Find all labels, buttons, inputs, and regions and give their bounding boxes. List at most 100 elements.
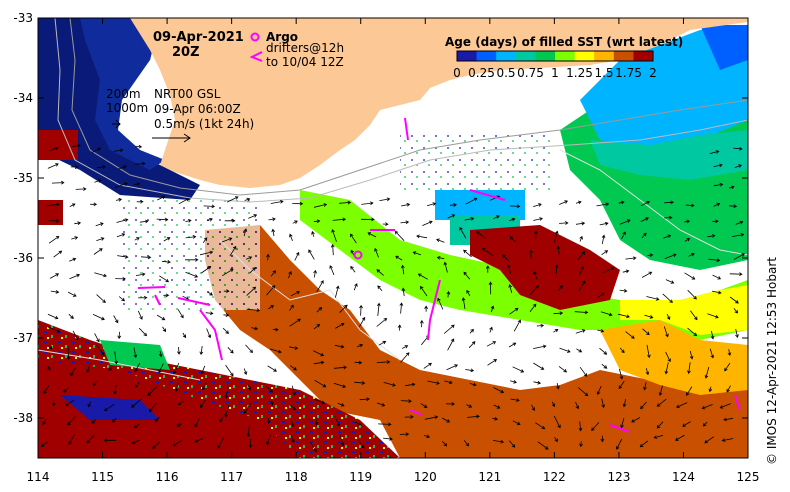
current-arrow	[664, 215, 673, 220]
current-arrow	[245, 344, 254, 354]
current-arrow	[537, 441, 549, 450]
current-arrow	[665, 351, 671, 363]
current-arrow	[675, 402, 688, 408]
current-arrow	[554, 264, 559, 275]
current-arrow	[205, 311, 214, 316]
current-arrow	[646, 344, 651, 359]
current-arrow	[359, 397, 370, 402]
current-arrow	[619, 219, 631, 225]
current-arrow	[383, 436, 393, 441]
current-arrow	[47, 202, 60, 207]
current-arrow	[159, 275, 170, 283]
current-arrow	[199, 250, 214, 256]
current-arrow	[113, 315, 119, 324]
current-arrow	[115, 197, 123, 202]
current-arrow	[578, 421, 583, 432]
current-arrow	[134, 237, 140, 241]
current-arrow	[401, 287, 406, 297]
colorbar-title: Age (days) of filled SST (wrt latest)	[445, 35, 683, 49]
current-arrow	[618, 380, 625, 390]
colorbar-swatch	[535, 51, 556, 61]
current-arrow	[622, 269, 630, 274]
current-arrow	[575, 401, 580, 410]
current-arrow	[246, 423, 251, 438]
current-arrow	[423, 362, 432, 369]
current-arrow	[51, 399, 56, 407]
current-arrow	[152, 441, 161, 449]
current-arrow	[92, 147, 102, 153]
lon-tick-label: 119	[349, 470, 372, 484]
dark-red-patch-center	[470, 225, 620, 310]
current-arrow	[289, 346, 299, 350]
current-arrow	[43, 385, 50, 394]
current-arrow	[702, 421, 708, 427]
current-arrow	[618, 313, 630, 319]
current-arrow	[399, 432, 410, 437]
current-arrow	[579, 441, 583, 448]
current-arrow	[512, 366, 525, 373]
current-arrow	[225, 364, 234, 377]
current-arrow	[576, 251, 586, 261]
current-arrow	[556, 383, 560, 390]
current-arrow	[94, 333, 100, 343]
current-arrow	[621, 231, 626, 240]
colorbar-tick-label: 1.75	[615, 66, 642, 80]
current-arrow	[690, 310, 698, 321]
current-arrow	[687, 327, 698, 337]
colorbar-tick-label: 0.75	[517, 66, 544, 80]
current-arrow	[644, 314, 654, 319]
current-arrow	[513, 319, 521, 332]
current-arrow	[419, 319, 424, 328]
current-arrow	[243, 402, 252, 415]
current-arrow	[266, 386, 273, 393]
colorbar	[456, 50, 654, 62]
current-arrow	[556, 245, 561, 256]
current-arrow	[640, 217, 649, 222]
current-arrow	[713, 202, 721, 207]
current-arrow	[663, 326, 669, 338]
current-arrow	[350, 233, 357, 244]
current-arrow	[646, 296, 660, 301]
current-arrow	[314, 379, 327, 388]
lon-tick-label: 117	[220, 470, 243, 484]
current-arrow	[412, 251, 422, 256]
current-arrow	[554, 230, 559, 243]
current-arrow	[400, 220, 410, 225]
current-arrow	[47, 163, 59, 169]
current-arrow	[354, 360, 363, 365]
current-arrow	[486, 341, 497, 347]
current-arrow	[689, 350, 694, 360]
current-arrow	[117, 165, 127, 170]
current-arrow	[719, 403, 731, 409]
current-arrow	[173, 362, 180, 375]
current-vectors	[40, 143, 745, 453]
current-arrow	[658, 385, 663, 396]
current-arrow	[619, 368, 624, 380]
current-arrow	[684, 237, 691, 242]
current-arrow	[579, 366, 588, 377]
current-arrow	[488, 281, 493, 295]
current-arrow	[684, 219, 691, 224]
current-arrow	[446, 402, 455, 406]
current-arrow	[68, 434, 75, 445]
current-arrow	[90, 202, 98, 207]
current-arrow	[67, 416, 76, 426]
current-arrow	[316, 307, 323, 313]
colorbar-swatch	[613, 51, 634, 61]
current-arrow	[290, 291, 301, 297]
current-arrow	[194, 438, 204, 443]
current-arrow	[139, 219, 149, 224]
current-arrow	[641, 232, 647, 239]
current-arrow	[558, 285, 563, 291]
current-arrow	[157, 195, 166, 201]
current-arrow	[596, 202, 610, 207]
current-arrow	[665, 279, 675, 284]
lat-tick-label: -38	[13, 411, 33, 425]
current-arrow	[227, 347, 234, 354]
current-arrow	[174, 382, 179, 393]
current-arrow	[114, 351, 119, 365]
current-arrow	[597, 329, 605, 333]
current-arrow	[314, 416, 319, 426]
current-arrow	[404, 415, 414, 419]
current-arrow	[509, 307, 519, 315]
